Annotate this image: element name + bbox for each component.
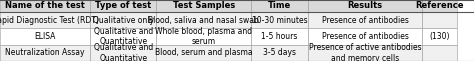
Text: 1-5 hours: 1-5 hours [262,32,298,41]
Text: Presence of active antibodies
and memory cells: Presence of active antibodies and memory… [309,43,421,61]
Bar [90,0,156,12]
Text: (130): (130) [429,32,450,41]
Text: 10-30 minutes: 10-30 minutes [252,16,308,25]
Bar [156,28,251,45]
Text: Presence of antibodies: Presence of antibodies [321,32,409,41]
Bar [0,12,90,28]
Bar [0,0,90,12]
Text: Test Samples: Test Samples [173,1,235,10]
Text: Results: Results [347,1,383,10]
Bar [90,45,156,61]
Text: Name of the test: Name of the test [5,1,85,10]
Bar [251,12,308,28]
Bar [90,28,156,45]
Bar [251,0,308,12]
Bar [0,28,90,45]
Bar [308,45,422,61]
Text: ELISA: ELISA [34,32,56,41]
Text: Time: Time [268,1,292,10]
Bar [156,12,251,28]
Text: Qualitative only: Qualitative only [93,16,154,25]
Text: Qualitative and
Quantitative: Qualitative and Quantitative [94,27,153,46]
Bar [422,28,457,45]
Bar [0,45,90,61]
Bar [90,12,156,28]
Bar [251,28,308,45]
Text: Rapid Diagnostic Test (RDT): Rapid Diagnostic Test (RDT) [0,16,99,25]
Bar [308,0,422,12]
Text: Presence of antibodies: Presence of antibodies [321,16,409,25]
Text: Neutralization Assay: Neutralization Assay [5,48,85,57]
Text: Whole blood, plasma and
serum: Whole blood, plasma and serum [155,27,252,46]
Text: Blood, serum and plasma: Blood, serum and plasma [155,48,253,57]
Text: Type of test: Type of test [95,1,151,10]
Text: Qualitative and
Quantitative: Qualitative and Quantitative [94,43,153,61]
Bar [422,45,457,61]
Bar [422,0,457,12]
Text: 3-5 days: 3-5 days [263,48,296,57]
Bar [308,28,422,45]
Bar [422,12,457,28]
Bar [251,45,308,61]
Bar [308,12,422,28]
Bar [156,45,251,61]
Bar [156,0,251,12]
Text: Blood, saliva and nasal swab: Blood, saliva and nasal swab [148,16,259,25]
Text: Reference: Reference [415,1,464,10]
